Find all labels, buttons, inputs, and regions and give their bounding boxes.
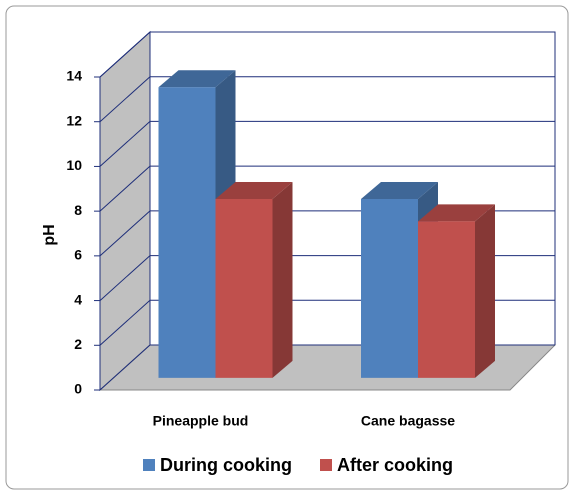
bar-side [272, 181, 293, 378]
grid-line [99, 120, 555, 167]
legend-label: After cooking [337, 455, 453, 475]
y-tick-label: 0 [74, 381, 82, 397]
y-tick-label: 2 [74, 336, 82, 352]
side-wall [99, 30, 151, 392]
bar-top [418, 204, 495, 222]
y-tick-label: 8 [74, 202, 82, 218]
bar-top [361, 181, 438, 199]
legend-swatch [320, 459, 332, 471]
bar-top [158, 70, 236, 88]
bar [361, 198, 418, 378]
legend-swatch [143, 459, 155, 471]
bar [215, 198, 273, 378]
legend-label: During cooking [160, 455, 292, 475]
bar-top [215, 181, 293, 199]
y-tick-label: 6 [74, 247, 82, 263]
grid-line [99, 76, 555, 123]
x-tick-label: Pineapple bud [153, 413, 249, 429]
bar [418, 221, 475, 378]
grid-line [99, 165, 555, 212]
x-tick-label: Cane bagasse [361, 413, 455, 429]
bar-side [475, 204, 495, 378]
bar [158, 87, 216, 378]
y-tick-label: 12 [66, 112, 82, 128]
y-tick-label: 14 [66, 68, 82, 84]
y-tick-label: 4 [74, 291, 82, 307]
grid-line [99, 31, 555, 78]
y-axis-label: pH [41, 224, 58, 245]
y-tick-label: 10 [66, 157, 82, 173]
